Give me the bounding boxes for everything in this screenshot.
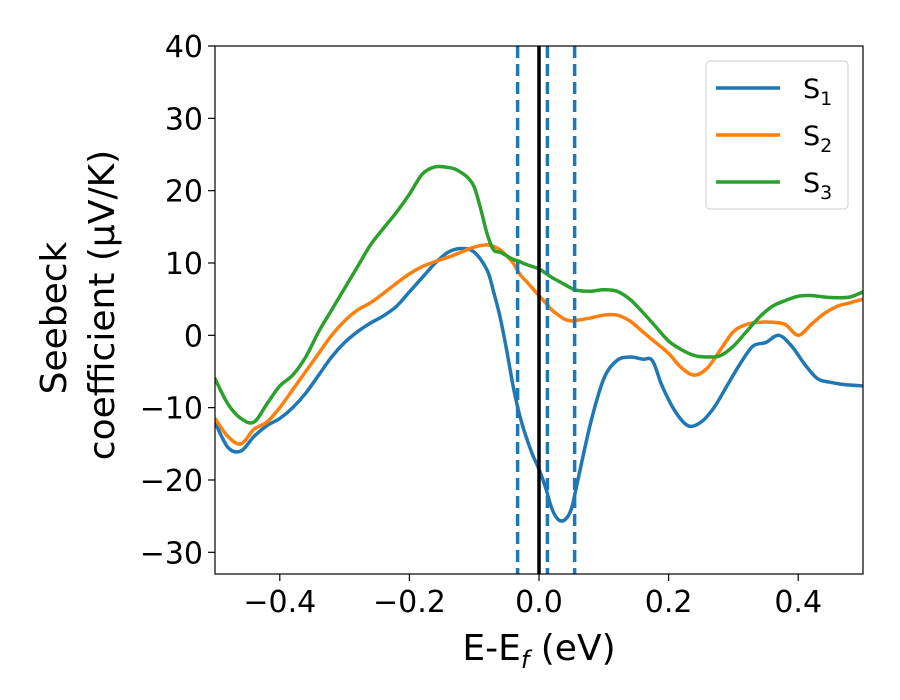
x-axis-title-main: E-E	[462, 628, 520, 669]
x-tick-label: −0.2	[373, 585, 446, 620]
y-axis-title-line2: coefficient (μV/K)	[82, 150, 123, 460]
x-axis-title: E-Ef (eV)	[462, 628, 615, 674]
series-line-S3	[215, 164, 863, 425]
y-tick-label: 20	[165, 175, 203, 210]
series-layer	[215, 164, 863, 523]
legend: S1 S2 S3	[705, 60, 849, 210]
legend-label-S1: S1	[803, 74, 832, 110]
x-axis-title-unit: (eV)	[529, 628, 615, 669]
x-tick-label: 0.4	[774, 585, 822, 620]
ticks-layer: −0.4 −0.2 0.0 0.2 0.4 −30 −20 −10 0 10 20 30 40	[140, 30, 822, 620]
x-tick-label: 0.2	[645, 585, 693, 620]
legend-label-S2: S2	[803, 121, 832, 157]
vertical-lines-layer	[515, 46, 577, 574]
y-axis-title-line1: Seebeck	[34, 241, 75, 394]
y-tick-label: 40	[165, 30, 203, 65]
y-tick-label: 10	[165, 247, 203, 282]
y-tick-label: −10	[140, 392, 203, 427]
series-line-S2	[215, 243, 863, 446]
x-tick-label: 0.0	[515, 585, 563, 620]
series-line-S1	[215, 246, 863, 523]
legend-label-S3: S3	[803, 168, 832, 204]
x-tick-label: −0.4	[243, 585, 316, 620]
y-tick-label: −30	[140, 536, 203, 571]
y-tick-label: −20	[140, 464, 203, 499]
y-tick-label: 30	[165, 102, 203, 137]
y-tick-label: 0	[184, 319, 203, 354]
